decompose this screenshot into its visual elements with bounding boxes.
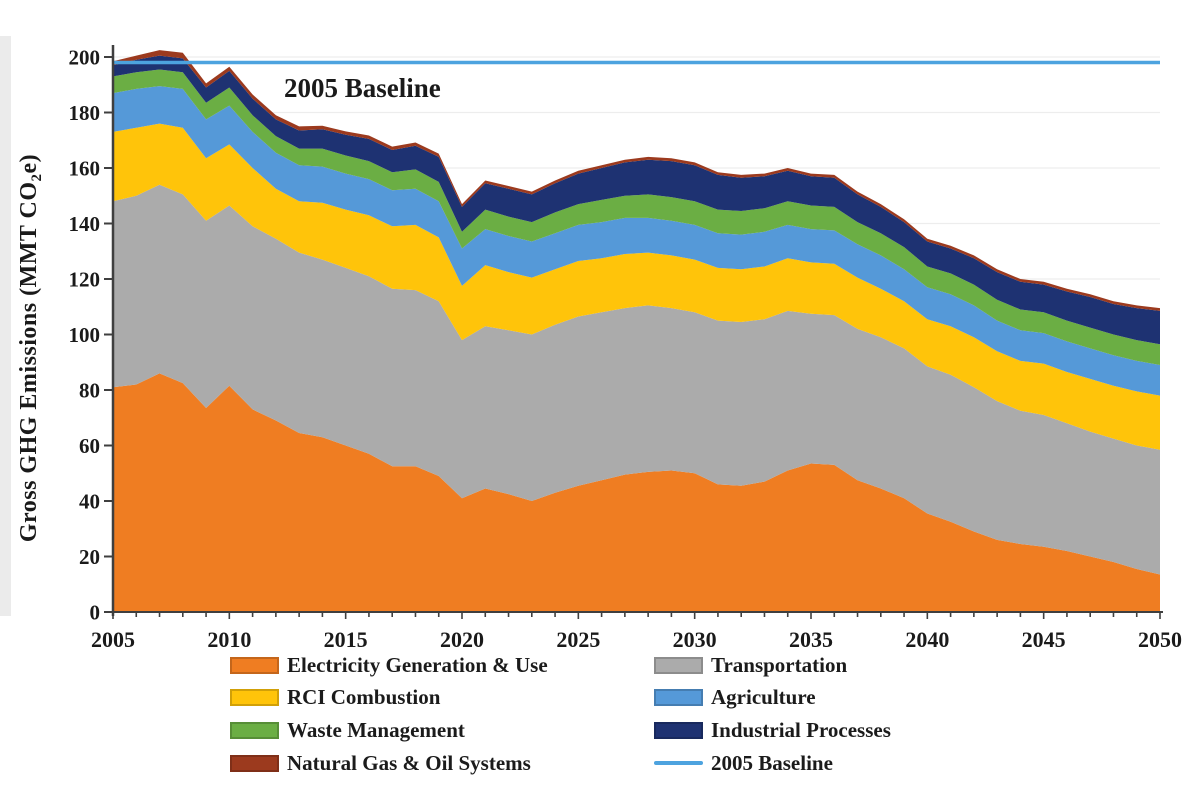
y-tick-label: 200 (69, 46, 101, 70)
y-tick-label: 120 (69, 268, 101, 292)
legend-swatch-rci (230, 689, 279, 707)
legend-item-industrial: Industrial Processes (654, 714, 984, 747)
baseline-annotation: 2005 Baseline (284, 73, 441, 103)
x-tick-label: 2020 (440, 627, 484, 652)
legend-label-transportation: Transportation (711, 652, 848, 677)
stacked-areas (113, 50, 1160, 612)
y-tick-label: 160 (69, 157, 101, 181)
x-tick-label: 2040 (905, 627, 949, 652)
legend-item-transportation: Transportation (654, 649, 984, 682)
y-tick-label: 140 (69, 212, 101, 236)
y-axis-title: Gross GHG Emissions (MMT CO2e) (16, 154, 45, 542)
legend-swatch-transportation (654, 656, 703, 674)
legend-swatch-natural-gas (230, 754, 279, 772)
x-tick-label: 2050 (1138, 627, 1182, 652)
area-waste (113, 69, 1160, 365)
legend-swatch-waste (230, 721, 279, 739)
y-tick-label: 0 (90, 601, 101, 625)
legend-label-natural-gas: Natural Gas & Oil Systems (287, 750, 531, 775)
legend-label-waste: Waste Management (287, 717, 465, 742)
legend-item-baseline: 2005 Baseline (654, 747, 984, 780)
area-electricity (113, 373, 1160, 612)
x-tick-label: 2035 (789, 627, 833, 652)
legend-label-baseline: 2005 Baseline (711, 750, 833, 775)
area-agriculture (113, 86, 1160, 396)
area-natural-gas (113, 50, 1160, 311)
x-tick-label: 2015 (324, 627, 368, 652)
legend-item-electricity: Electricity Generation & Use (230, 649, 654, 682)
legend-line-baseline (654, 761, 703, 766)
area-industrial (113, 55, 1160, 345)
area-transportation (113, 184, 1160, 575)
page-edge-strip (0, 36, 11, 616)
legend-swatch-industrial (654, 721, 703, 739)
x-tick-label: 2030 (673, 627, 717, 652)
y-tick-label: 20 (79, 545, 100, 569)
legend-item-natural-gas: Natural Gas & Oil Systems (230, 747, 654, 780)
y-tick-label: 80 (79, 379, 100, 403)
x-tick-label: 2010 (207, 627, 251, 652)
x-tick-label: 2005 (91, 627, 135, 652)
legend-item-waste: Waste Management (230, 714, 654, 747)
y-tick-label: 180 (69, 101, 101, 125)
legend-label-agriculture: Agriculture (711, 685, 816, 710)
y-tick-label: 60 (79, 434, 100, 458)
chart-legend: Electricity Generation & Use Transportati… (230, 649, 984, 779)
legend-swatch-agriculture (654, 689, 703, 707)
x-tick-label: 2045 (1022, 627, 1066, 652)
y-tick-label: 40 (79, 490, 100, 514)
legend-swatch-electricity (230, 656, 279, 674)
legend-item-rci: RCI Combustion (230, 682, 654, 715)
legend-label-industrial: Industrial Processes (711, 717, 891, 742)
legend-item-agriculture: Agriculture (654, 682, 984, 715)
legend-label-rci: RCI Combustion (287, 685, 441, 710)
x-tick-label: 2025 (556, 627, 600, 652)
legend-label-electricity: Electricity Generation & Use (287, 652, 548, 677)
y-tick-label: 100 (69, 323, 101, 347)
area-rci (113, 123, 1160, 450)
